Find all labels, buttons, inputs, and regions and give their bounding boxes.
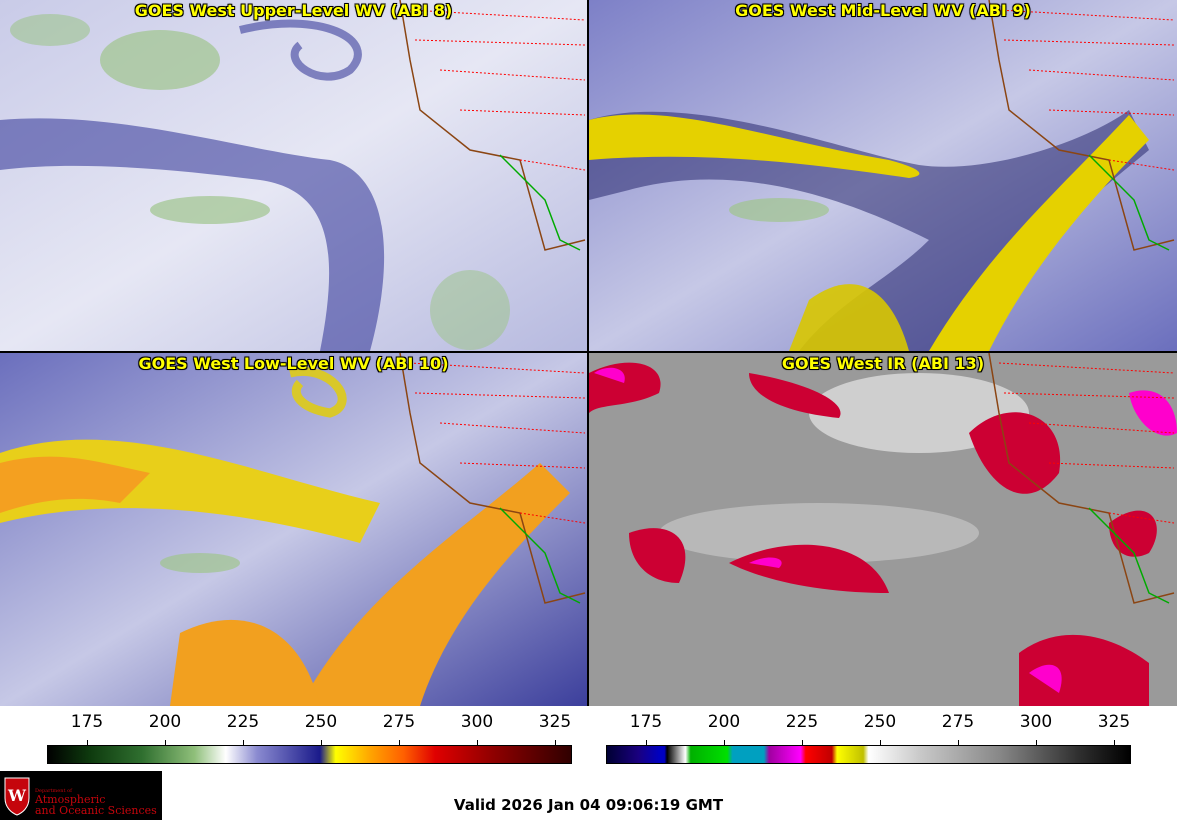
panel-title: GOES West Low-Level WV (ABI 10) [138, 354, 449, 373]
ir-tick-mark [646, 740, 647, 746]
wv-colorbar [47, 745, 572, 764]
wv-tick-mark [477, 740, 478, 746]
ir-tick-label: 300 [1019, 712, 1053, 732]
logo-name: Atmospheric and Oceanic Sciences [35, 794, 157, 816]
svg-text:W: W [7, 786, 27, 805]
wv-tick-mark [555, 740, 556, 746]
panel-divider-horizontal [0, 351, 1177, 353]
uw-crest-icon: W [4, 777, 30, 816]
ir-tick-mark [1114, 740, 1115, 746]
panel-ir: GOES West IR (ABI 13) [589, 353, 1177, 706]
wv-tick-label: 300 [460, 712, 494, 732]
logo-dept-line: Department of [35, 788, 72, 794]
ir-tick-mark [724, 740, 725, 746]
mid-level-wv-image [589, 0, 1177, 351]
wv-tick-label: 275 [382, 712, 416, 732]
wv-tick-label: 200 [148, 712, 182, 732]
ir-tick-label: 275 [941, 712, 975, 732]
panel-divider-vertical [587, 0, 589, 706]
panel-title: GOES West Upper-Level WV (ABI 8) [134, 1, 453, 20]
panel-low-level-wv: GOES West Low-Level WV (ABI 10) [0, 353, 587, 706]
ir-tick-label: 200 [707, 712, 741, 732]
wv-tick-mark [87, 740, 88, 746]
ir-tick-mark [1036, 740, 1037, 746]
ir-tick-mark [802, 740, 803, 746]
wv-colorbar-ticks: 175 200 225 250 275 300 325 [47, 712, 572, 746]
ir-colorbar [606, 745, 1131, 764]
ir-tick-label: 225 [785, 712, 819, 732]
wv-tick-label: 175 [70, 712, 104, 732]
wv-tick-label: 250 [304, 712, 338, 732]
wv-tick-mark [165, 740, 166, 746]
wv-tick-label: 325 [538, 712, 572, 732]
panel-mid-level-wv: GOES West Mid-Level WV (ABI 9) [589, 0, 1177, 351]
low-level-wv-image [0, 353, 587, 706]
valid-time: Valid 2026 Jan 04 09:06:19 GMT [453, 796, 724, 814]
uw-aos-logo[interactable]: W Department of Atmospheric and Oceanic … [0, 771, 162, 820]
ir-colorbar-ticks: 175 200 225 250 275 300 325 [606, 712, 1131, 746]
ir-tick-label: 250 [863, 712, 897, 732]
wv-tick-mark [321, 740, 322, 746]
panel-title: GOES West IR (ABI 13) [781, 354, 985, 373]
ir-tick-label: 325 [1097, 712, 1131, 732]
ir-tick-mark [958, 740, 959, 746]
panel-title: GOES West Mid-Level WV (ABI 9) [735, 1, 1031, 20]
upper-level-wv-image [0, 0, 587, 351]
ir-image [589, 353, 1177, 706]
ir-tick-mark [880, 740, 881, 746]
wv-tick-label: 225 [226, 712, 260, 732]
wv-tick-mark [243, 740, 244, 746]
wv-tick-mark [399, 740, 400, 746]
logo-name-line1: Atmospheric [35, 793, 106, 806]
panel-upper-level-wv: GOES West Upper-Level WV (ABI 8) [0, 0, 587, 351]
ir-tick-label: 175 [629, 712, 663, 732]
logo-name-line2: and Oceanic Sciences [35, 804, 157, 817]
